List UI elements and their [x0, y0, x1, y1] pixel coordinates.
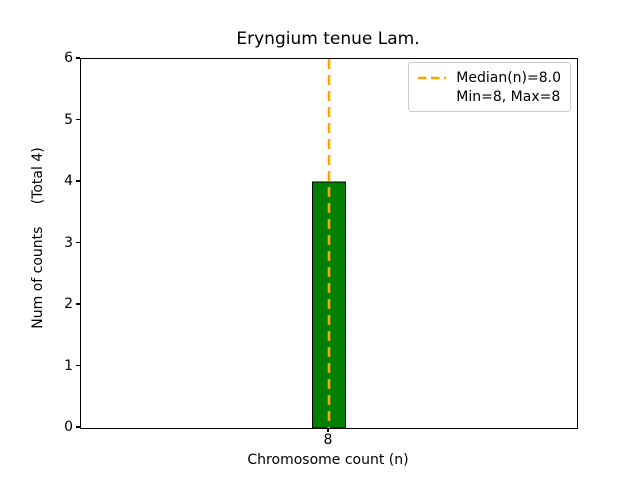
legend-row-minmax: Min=8, Max=8	[417, 87, 561, 106]
legend-label-minmax: Min=8, Max=8	[456, 88, 561, 105]
chart-title: Eryngium tenue Lam.	[236, 29, 420, 49]
y-tick-label-6: 6	[64, 50, 73, 66]
y-tick-label-4: 4	[64, 173, 73, 189]
y-tick-mark-1	[76, 364, 80, 367]
y-tick-mark-4	[76, 180, 80, 182]
y-tick-mark-3	[76, 241, 80, 244]
x-tick-mark	[327, 428, 329, 432]
y-tick-mark-2	[76, 303, 80, 305]
legend-spacer	[417, 88, 447, 106]
legend: Median(n)=8.0 Min=8, Max=8	[408, 62, 571, 112]
legend-label-median: Median(n)=8.0	[456, 69, 561, 86]
y-tick-mark-5	[76, 118, 80, 121]
y-tick-label-5: 5	[64, 111, 73, 128]
legend-row-median: Median(n)=8.0	[417, 68, 561, 87]
y-tick-label-1: 1	[64, 357, 73, 374]
y-tick-label-2: 2	[64, 296, 73, 312]
median-dashed-line-icon	[418, 76, 447, 79]
plot-canvas	[312, 59, 346, 428]
x-axis-label: Chromosome count (n)	[247, 452, 409, 468]
y-tick-mark-0	[76, 426, 80, 428]
x-tick-label: 8	[323, 432, 333, 448]
plot-area	[80, 58, 578, 429]
y-tick-label-0: 0	[64, 419, 73, 435]
y-tick-label-3: 3	[64, 234, 73, 251]
y-tick-mark-6	[76, 57, 80, 59]
